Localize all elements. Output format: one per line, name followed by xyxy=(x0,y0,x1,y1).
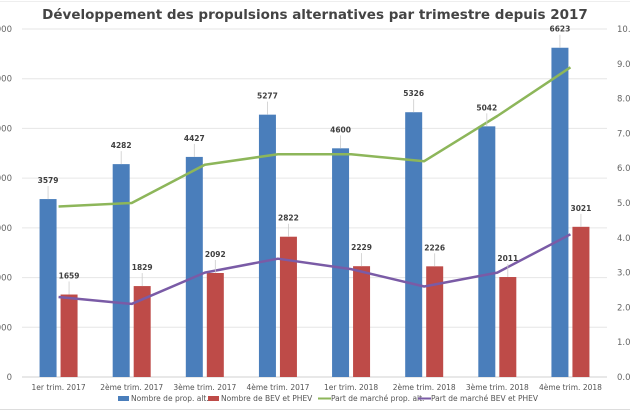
data-label: 2226 xyxy=(424,243,445,252)
right-axis-tick: 9.0 xyxy=(617,60,630,70)
data-label: 2092 xyxy=(205,250,226,259)
x-axis-tick: 2ème trim. 2017 xyxy=(100,383,163,392)
data-label: 2229 xyxy=(351,243,372,252)
right-axis-tick: 4.0 xyxy=(617,234,630,244)
x-axis-tick: 3ème trim. 2018 xyxy=(466,383,529,392)
right-axis-tick: 3.0 xyxy=(617,269,630,279)
lines xyxy=(58,66,572,306)
left-axis-tick: 3000 xyxy=(0,224,12,234)
data-label: 1659 xyxy=(59,272,80,281)
bar-bev-phev xyxy=(426,266,444,377)
data-label: 5277 xyxy=(257,92,278,101)
data-label: 4600 xyxy=(330,125,351,134)
line-part-bev-phev xyxy=(58,233,572,306)
bar-bev-phev xyxy=(572,226,590,377)
x-axis-tick: 4ème trim. 2017 xyxy=(246,383,309,392)
left-axis-tick: 4000 xyxy=(0,174,12,184)
data-label: 6623 xyxy=(550,25,571,34)
left-axis-tick: 1000 xyxy=(0,323,12,333)
legend-label: Nombre de BEV et PHEV xyxy=(221,394,313,403)
right-axis: 0.0 1.0 2.0 3.0 4.0 5.0 6.0 7.0 8.0 9.0 10.0 xyxy=(617,25,630,383)
data-label: 4282 xyxy=(111,141,132,150)
x-axis-tick: 4ème trim. 2018 xyxy=(539,383,602,392)
right-axis-tick: 7.0 xyxy=(617,129,630,139)
legend-swatch-bar xyxy=(118,396,129,401)
bar-bev-phev xyxy=(353,266,371,377)
chart-title: Développement des propulsions alternativ… xyxy=(42,7,588,23)
bar-bev-phev xyxy=(499,277,517,377)
x-axis: 1er trim. 2017 2ème trim. 2017 3ème trim. … xyxy=(32,383,603,392)
data-label: 2011 xyxy=(497,254,518,263)
bar-bev-phev xyxy=(60,294,78,377)
data-label: 3021 xyxy=(571,204,592,213)
data-label: 1829 xyxy=(132,263,153,272)
x-axis-tick: 1er trim. 2017 xyxy=(32,383,86,392)
bar-prop-alt xyxy=(112,164,130,377)
bar-prop-alt xyxy=(478,126,496,377)
chart-bottom-border xyxy=(0,409,630,410)
legend-label: Nombre de prop. alt. xyxy=(131,394,209,403)
data-label: 5326 xyxy=(403,89,424,98)
bar-prop-alt xyxy=(332,148,350,377)
x-axis-tick: 1er trim. 2018 xyxy=(324,383,378,392)
data-label: 4427 xyxy=(184,134,205,143)
right-axis-tick: 2.0 xyxy=(617,303,630,313)
left-axis-tick: 6000 xyxy=(0,75,12,85)
x-axis-tick: 3ème trim. 2017 xyxy=(173,383,236,392)
right-axis-tick: 6.0 xyxy=(617,164,630,174)
bar-bev-phev xyxy=(133,286,151,377)
right-axis-tick: 0.0 xyxy=(617,373,630,383)
left-axis-tick: 2000 xyxy=(0,274,12,284)
data-label: 2822 xyxy=(278,214,299,223)
right-axis-tick: 5.0 xyxy=(617,199,630,209)
legend: Nombre de prop. alt. Nombre de BEV et PHE… xyxy=(118,394,539,403)
legend-swatch-bar xyxy=(208,396,219,401)
legend-label: Part de marché BEV et PHEV xyxy=(431,394,539,403)
bar-prop-alt xyxy=(551,47,569,378)
bar-prop-alt xyxy=(405,112,423,378)
data-label: 5042 xyxy=(476,103,497,112)
bar-prop-alt xyxy=(39,199,57,377)
bar-bev-phev xyxy=(206,272,224,377)
chart-top-border xyxy=(0,1,630,2)
x-axis-tick: 2ème trim. 2018 xyxy=(393,383,456,392)
right-axis-tick: 1.0 xyxy=(617,338,630,348)
left-axis-tick: 5000 xyxy=(0,124,12,134)
bar-prop-alt xyxy=(258,114,276,377)
data-label: 3579 xyxy=(38,176,59,185)
bar-bev-phev xyxy=(279,236,297,377)
right-axis-tick: 8.0 xyxy=(617,95,630,105)
bar-prop-alt xyxy=(185,156,203,377)
bars xyxy=(39,47,590,378)
data-labels: 3579 4282 4427 5277 4600 5326 5042 6623 1659 1829… xyxy=(38,25,592,295)
right-axis-tick: 10.0 xyxy=(617,25,630,35)
line-part-prop-alt xyxy=(58,66,572,208)
left-axis-tick: 0 xyxy=(7,373,12,383)
legend-label: Part de marché prop. alt. xyxy=(331,394,424,403)
